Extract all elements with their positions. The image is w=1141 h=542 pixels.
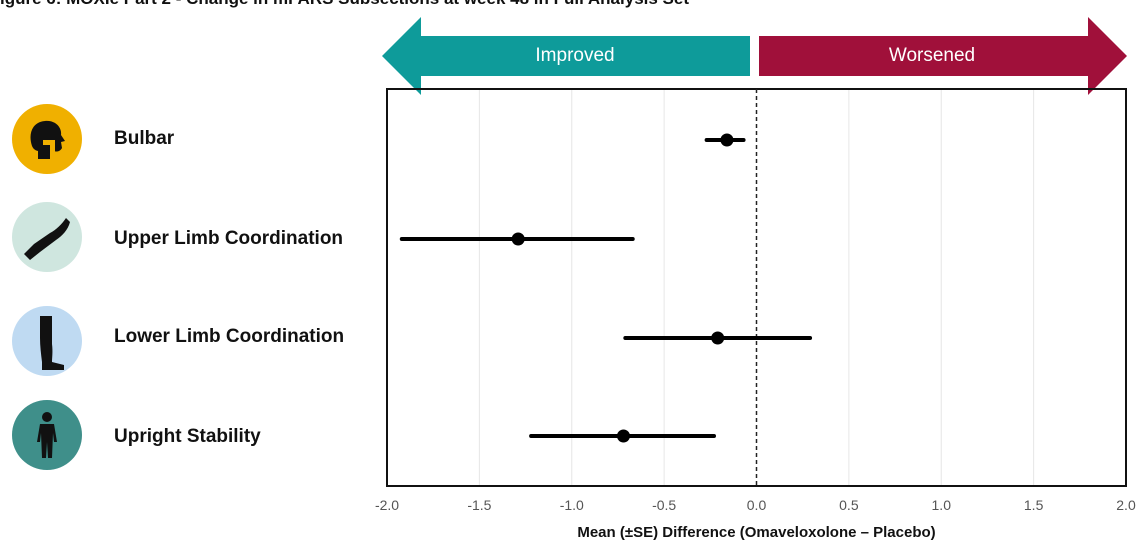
arm-icon bbox=[12, 202, 82, 272]
x-tick-label-0: -2.0 bbox=[375, 497, 399, 513]
row-label-upright-stability: Upright Stability bbox=[114, 426, 261, 447]
x-axis-label: Mean (±SE) Difference (Omaveloxolone – P… bbox=[577, 524, 935, 541]
figure-title: igure 6: MOXIe Part 2 - Change in mFARS … bbox=[0, 0, 689, 9]
x-tick-label-3: -0.5 bbox=[652, 497, 676, 513]
head-profile-icon bbox=[12, 104, 82, 174]
person-icon bbox=[12, 400, 82, 470]
x-tick-label-2: -1.0 bbox=[560, 497, 584, 513]
row-label-lower-limb: Lower Limb Coordination bbox=[114, 326, 345, 347]
x-tick-label-7: 1.5 bbox=[1024, 497, 1044, 513]
x-tick-label-5: 0.5 bbox=[839, 497, 859, 513]
leg-icon bbox=[12, 306, 82, 376]
worsened-arrow bbox=[759, 17, 1127, 95]
x-tick-label-6: 1.0 bbox=[932, 497, 952, 513]
point-estimate-3 bbox=[616, 429, 630, 443]
row-label-bulbar: Bulbar bbox=[114, 128, 175, 149]
improved-label: Improved bbox=[535, 45, 614, 66]
improved-arrow bbox=[382, 17, 750, 95]
x-tick-label-1: -1.5 bbox=[467, 497, 491, 513]
x-tick-label-8: 2.0 bbox=[1116, 497, 1136, 513]
point-estimate-2 bbox=[711, 331, 725, 345]
point-estimate-1 bbox=[511, 232, 525, 246]
row-label-upper-limb: Upper Limb Coordination bbox=[114, 228, 344, 249]
point-estimate-0 bbox=[720, 133, 734, 147]
x-tick-label-4: 0.0 bbox=[747, 497, 767, 513]
worsened-label: Worsened bbox=[889, 45, 975, 66]
